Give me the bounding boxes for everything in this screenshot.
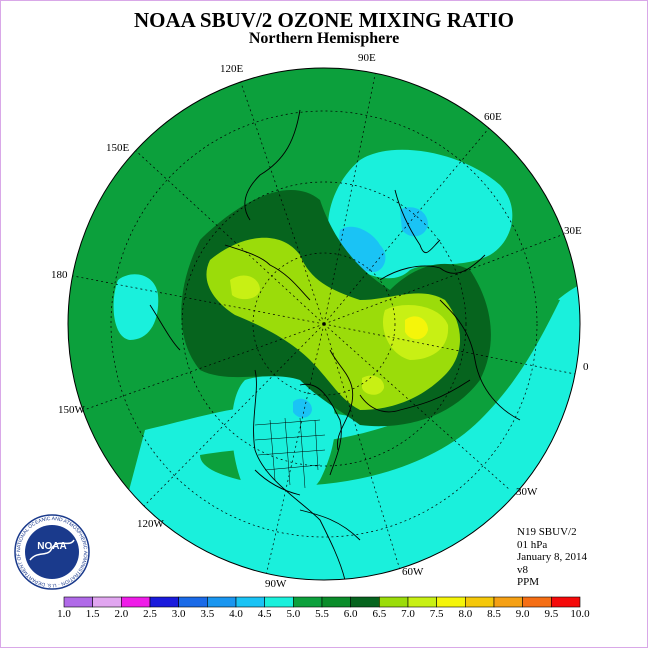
colorbar-tick-label: 2.0 bbox=[114, 608, 129, 620]
colorbar-swatch bbox=[379, 596, 409, 608]
colorbar-tick-label: 1.5 bbox=[85, 608, 100, 620]
lon-label-60E: 60E bbox=[484, 111, 502, 123]
colorbar-swatch bbox=[264, 596, 294, 608]
colorbar-tick-label: 3.0 bbox=[171, 608, 186, 620]
lon-label-0: 0 bbox=[583, 361, 589, 373]
lon-label-120W: 120W bbox=[137, 518, 164, 530]
colorbar-swatch bbox=[92, 596, 122, 608]
field-blue-north2 bbox=[400, 207, 428, 237]
colorbar-swatch bbox=[293, 596, 323, 608]
satellite-text: N19 SBUV/2 bbox=[517, 526, 577, 538]
lon-label-150E: 150E bbox=[106, 142, 130, 154]
field-ltgreen-3 bbox=[362, 375, 385, 395]
colorbar-swatch bbox=[149, 596, 179, 608]
colorbar-swatch bbox=[235, 596, 265, 608]
colorbar-tick-label: 6.0 bbox=[343, 608, 358, 620]
lon-label-120E: 120E bbox=[220, 63, 244, 75]
lon-label-30E: 30E bbox=[564, 225, 582, 237]
colorbar-tick-label: 10.0 bbox=[570, 608, 590, 620]
colorbar-swatch bbox=[493, 596, 523, 608]
field-cyan-west bbox=[113, 274, 159, 340]
coastlines bbox=[149, 109, 521, 580]
state-boundaries bbox=[254, 417, 326, 489]
colorbar-swatch bbox=[407, 596, 437, 608]
version-text: v8 bbox=[517, 563, 528, 576]
colorbar-swatch bbox=[178, 596, 208, 608]
colorbar-swatch bbox=[121, 596, 151, 608]
colorbar-tick-label: 5.0 bbox=[286, 608, 301, 620]
colorbar-swatch bbox=[207, 596, 237, 608]
units-text: PPM bbox=[517, 576, 540, 588]
colorbar-swatch bbox=[551, 596, 581, 608]
colorbar-tick-label: 8.5 bbox=[487, 608, 501, 620]
lon-label-150W: 150W bbox=[58, 404, 85, 416]
field-blue-na bbox=[293, 398, 312, 418]
graticule bbox=[68, 69, 580, 580]
field-ygreen bbox=[206, 237, 460, 410]
colorbar-swatch bbox=[522, 596, 552, 608]
colorbar-tick-label: 1.0 bbox=[57, 608, 71, 620]
map-subtitle: Northern Hemisphere bbox=[248, 30, 400, 47]
colorbar-swatch bbox=[436, 596, 466, 608]
colorbar-tick-label: 9.0 bbox=[515, 608, 530, 620]
colorbar-tick-label: 8.0 bbox=[458, 608, 473, 620]
lon-label-90W: 90W bbox=[265, 578, 287, 590]
colorbar bbox=[63, 596, 581, 608]
colorbar-tick-label: 9.5 bbox=[544, 608, 559, 620]
field-yellow bbox=[405, 316, 428, 340]
product-info: N19 SBUV/2 01 hPa January 8, 2014 v8 PPM bbox=[517, 526, 587, 589]
colorbar-tick-label: 4.5 bbox=[257, 608, 272, 620]
colorbar-tick-label: 2.5 bbox=[143, 608, 157, 620]
map-border bbox=[67, 67, 581, 581]
colorbar-tick-label: 4.0 bbox=[229, 608, 243, 620]
colorbar-tick-label: 7.0 bbox=[401, 608, 415, 620]
colorbar-tick-label: 5.5 bbox=[315, 608, 329, 620]
colorbar-swatch bbox=[350, 596, 380, 608]
colorbar-swatch bbox=[63, 596, 93, 608]
lon-label-180: 180 bbox=[51, 269, 68, 281]
colorbar-swatch bbox=[321, 596, 351, 608]
level-text: 01 hPa bbox=[517, 538, 548, 551]
lon-label-30W: 30W bbox=[516, 486, 538, 498]
field-green-inner bbox=[200, 290, 560, 486]
date-text: January 8, 2014 bbox=[517, 551, 587, 563]
map-title: NOAA SBUV/2 OZONE MIXING RATIO bbox=[134, 8, 514, 32]
colorbar-swatch bbox=[465, 596, 495, 608]
lon-label-90E: 90E bbox=[358, 52, 376, 64]
lon-label-60W: 60W bbox=[402, 566, 424, 578]
colorbar-tick-label: 7.5 bbox=[429, 608, 444, 620]
colorbar-tick-label: 6.5 bbox=[372, 608, 387, 620]
field-ltgreen-1 bbox=[230, 275, 260, 300]
colorbar-tick-label: 3.5 bbox=[200, 608, 215, 620]
